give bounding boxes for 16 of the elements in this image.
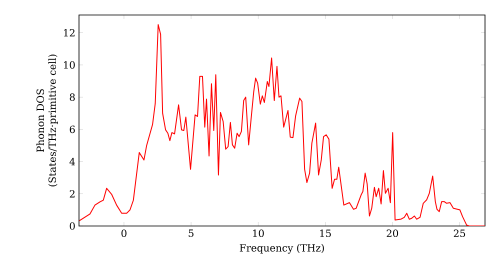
y-tick-label: 6 xyxy=(70,126,75,134)
y-tick-label: 12 xyxy=(64,29,74,36)
y-tick-label: 0 xyxy=(70,222,75,230)
x-axis-title: Frequency (THz) xyxy=(240,244,324,254)
x-tick-label: 10 xyxy=(253,230,264,238)
x-tick-label: 25 xyxy=(454,230,466,238)
x-tick-label: 0 xyxy=(121,230,126,238)
y-tick-label: 4 xyxy=(69,158,75,166)
x-tick-label: 5 xyxy=(188,230,194,237)
y-axis-title: Phonon DOS (States/THz·primitive cell) xyxy=(36,54,58,186)
x-tick-label: 15 xyxy=(320,230,331,238)
y-tick-label: 2 xyxy=(70,190,74,198)
y-tick-label: 10 xyxy=(64,61,75,69)
y-tick-label: 8 xyxy=(70,93,75,101)
x-tick-label: 20 xyxy=(386,230,398,238)
line-series xyxy=(79,24,486,226)
